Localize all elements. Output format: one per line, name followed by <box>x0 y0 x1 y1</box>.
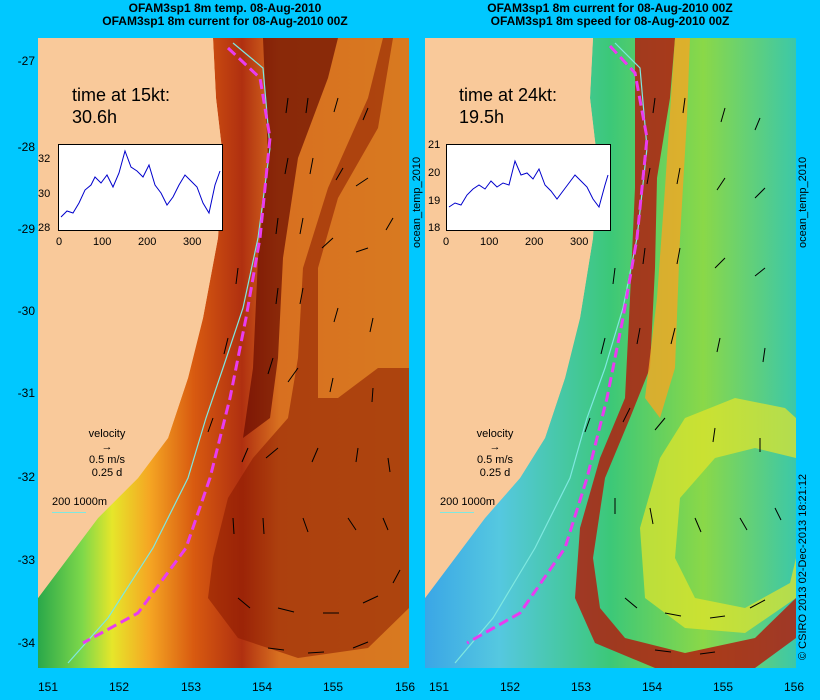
right-velocity-arrows <box>584 97 782 655</box>
left-title-line1: OFAM3sp1 8m temp. 08-Aug-2010 <box>128 1 322 15</box>
left-velocity-legend: velocity → 0.5 m/s 0.25 d <box>72 428 142 480</box>
right-inset-ytick-19: 19 <box>428 195 441 207</box>
left-time-label: time at 15kt: <box>72 85 171 105</box>
left-xtick-155: 155 <box>322 680 344 694</box>
left-inset-ytick-32: 32 <box>38 153 51 165</box>
left-xtick-156: 156 <box>394 680 416 694</box>
right-inset-ytick-20: 20 <box>428 167 441 179</box>
left-panel-vertical-label: ocean_temp_2010 <box>411 156 423 248</box>
right-xtick-151: 151 <box>428 680 450 694</box>
right-inset-plot <box>446 144 611 231</box>
left-velocity-speed: 0.5 m/s <box>88 454 126 466</box>
left-inset-xtick-300: 300 <box>183 236 202 248</box>
right-jet-edge <box>645 38 690 418</box>
right-map-panel <box>425 38 796 668</box>
right-xtick-156: 156 <box>783 680 805 694</box>
right-velocity-legend: velocity → 0.5 m/s 0.25 d <box>460 428 530 480</box>
left-velocity-arrows <box>207 97 401 654</box>
right-scale-line <box>440 512 474 513</box>
left-inset-xtick-200: 200 <box>138 236 157 248</box>
left-inset-xtick-0: 0 <box>56 236 63 248</box>
right-inset-ytick-18: 18 <box>428 222 441 234</box>
left-inset-ytick-30: 30 <box>38 188 51 200</box>
left-xtick-151: 151 <box>37 680 59 694</box>
right-inset-xtick-100: 100 <box>480 236 499 248</box>
ytick-30: -30 <box>17 304 35 318</box>
right-panel-vertical-label: ocean_temp_2010 <box>797 156 809 248</box>
right-time-label: time at 24kt: <box>459 85 558 105</box>
right-velocity-speed: 0.5 m/s <box>476 454 514 466</box>
left-velocity-arrow-icon: → <box>101 441 113 453</box>
left-inset-ytick-28: 28 <box>38 222 51 234</box>
right-title-line2: OFAM3sp1 8m speed for 08-Aug-2010 00Z <box>490 14 730 28</box>
left-scale-label: 200 1000m <box>52 496 108 508</box>
left-time-value: 30.6h <box>72 107 118 127</box>
left-inset-svg <box>60 149 221 218</box>
left-inset-plot <box>58 144 223 231</box>
left-inset-line <box>60 149 221 218</box>
ytick-33: -33 <box>17 553 35 567</box>
right-title-line1: OFAM3sp1 8m current for 08-Aug-2010 00Z <box>487 1 733 15</box>
right-track <box>466 44 649 645</box>
right-xtick-152: 152 <box>499 680 521 694</box>
right-inset-xtick-0: 0 <box>443 236 450 248</box>
right-inset-svg <box>448 159 609 209</box>
left-time-box: time at 15kt: 30.6h <box>72 84 170 128</box>
left-title-line2: OFAM3sp1 8m current for 08-Aug-2010 00Z <box>102 14 348 28</box>
right-inset-xtick-300: 300 <box>570 236 589 248</box>
left-core-stream <box>243 38 338 438</box>
right-inset-line <box>448 159 609 209</box>
left-velocity-time: 0.25 d <box>91 467 123 479</box>
left-warm-current <box>208 38 409 658</box>
left-xtick-152: 152 <box>108 680 130 694</box>
ytick-32: -32 <box>17 470 35 484</box>
right-jet-core <box>575 38 796 668</box>
right-inset-ytick-21: 21 <box>428 139 441 151</box>
left-contour <box>67 42 271 664</box>
right-velocity-label: velocity <box>476 428 514 440</box>
right-time-value: 19.5h <box>459 107 505 127</box>
right-map-svg <box>425 38 796 668</box>
right-xtick-155: 155 <box>712 680 734 694</box>
ytick-29: -29 <box>17 222 35 236</box>
right-contour <box>454 42 648 664</box>
left-map-svg <box>38 38 409 668</box>
left-scale-line <box>52 512 86 513</box>
right-ocean <box>425 38 796 668</box>
left-xtick-153: 153 <box>180 680 202 694</box>
left-xtick-154: 154 <box>251 680 273 694</box>
left-velocity-label: velocity <box>88 428 126 440</box>
right-panel-title: OFAM3sp1 8m current for 08-Aug-2010 00Z … <box>425 2 795 28</box>
right-scale-label: 200 1000m <box>440 496 496 508</box>
right-velocity-time: 0.25 d <box>479 467 511 479</box>
ytick-31: -31 <box>17 386 35 400</box>
ytick-34: -34 <box>17 636 35 650</box>
credit-label: © CSIRO 2013 02-Dec-2013 18:21:12 <box>797 473 809 660</box>
ytick-27: -27 <box>17 54 35 68</box>
left-inset-xtick-100: 100 <box>93 236 112 248</box>
left-track <box>82 46 272 645</box>
left-panel-title: OFAM3sp1 8m temp. 08-Aug-2010 OFAM3sp1 8… <box>40 2 410 28</box>
left-map-panel <box>38 38 409 668</box>
ytick-28: -28 <box>17 140 35 154</box>
right-xtick-154: 154 <box>641 680 663 694</box>
right-velocity-arrow-icon: → <box>489 441 501 453</box>
right-eddy-ring <box>640 398 796 633</box>
right-inset-xtick-200: 200 <box>525 236 544 248</box>
right-xtick-153: 153 <box>570 680 592 694</box>
right-time-box: time at 24kt: 19.5h <box>459 84 557 128</box>
